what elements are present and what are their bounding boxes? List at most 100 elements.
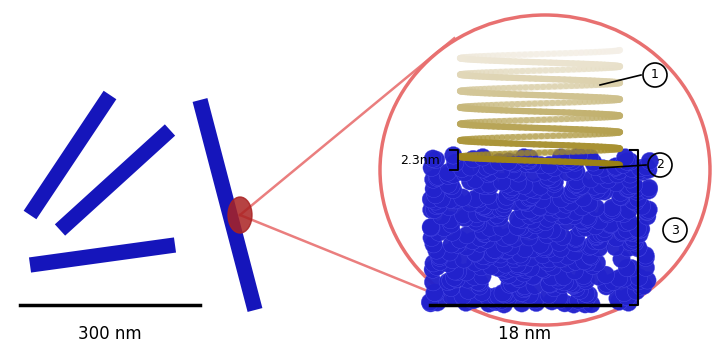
Circle shape [588,181,606,198]
Circle shape [630,273,647,290]
Circle shape [571,282,588,300]
Circle shape [519,152,536,169]
Circle shape [458,226,476,244]
Circle shape [500,266,518,283]
Circle shape [577,290,595,307]
Circle shape [588,254,606,271]
Circle shape [559,212,576,230]
Circle shape [620,294,637,311]
Circle shape [506,184,523,201]
Circle shape [478,231,495,248]
Circle shape [560,150,578,168]
Circle shape [455,251,472,268]
Circle shape [594,159,611,177]
Circle shape [566,176,584,193]
Circle shape [624,229,642,246]
Circle shape [622,233,639,251]
Circle shape [566,262,583,280]
Circle shape [499,289,517,307]
Circle shape [582,170,600,188]
Circle shape [551,234,568,251]
Circle shape [629,239,647,257]
Circle shape [427,284,445,302]
Circle shape [501,180,518,198]
Circle shape [590,232,608,250]
Circle shape [556,273,573,291]
Circle shape [474,198,492,215]
Circle shape [521,207,539,225]
Circle shape [467,213,485,230]
Circle shape [527,213,544,231]
Circle shape [491,208,508,226]
Circle shape [570,147,588,165]
Text: 2: 2 [656,158,664,171]
Circle shape [490,153,508,171]
Circle shape [588,199,605,217]
Circle shape [444,224,461,241]
Circle shape [510,165,528,182]
Circle shape [555,268,572,285]
Circle shape [475,177,493,195]
Circle shape [447,192,464,209]
Circle shape [618,259,636,277]
Circle shape [590,239,608,257]
Circle shape [504,162,522,179]
Circle shape [491,199,508,217]
Circle shape [480,165,497,183]
Circle shape [495,199,513,216]
Circle shape [628,282,645,300]
Circle shape [524,186,541,203]
Circle shape [459,282,477,300]
Circle shape [600,166,617,184]
Circle shape [485,192,502,210]
Circle shape [425,255,442,272]
Circle shape [546,180,564,198]
Circle shape [429,168,446,185]
Circle shape [629,221,647,239]
Circle shape [524,202,541,220]
Circle shape [542,268,560,286]
Circle shape [565,207,583,225]
Circle shape [577,285,595,302]
Circle shape [431,253,449,270]
Circle shape [587,158,604,176]
Circle shape [520,152,538,170]
Circle shape [636,247,654,264]
Circle shape [469,273,487,291]
Circle shape [428,294,446,311]
Circle shape [559,152,577,170]
Circle shape [625,176,643,194]
Circle shape [524,267,541,285]
Circle shape [638,158,655,176]
Circle shape [575,189,592,207]
Circle shape [641,152,659,170]
Circle shape [509,174,526,192]
Circle shape [577,272,595,290]
Circle shape [425,180,443,198]
Circle shape [486,241,503,258]
Circle shape [487,293,505,311]
Circle shape [582,248,600,266]
Circle shape [427,151,445,168]
Circle shape [527,216,544,234]
Circle shape [580,286,598,303]
Circle shape [439,167,456,185]
Circle shape [521,149,539,167]
Circle shape [534,260,551,277]
Circle shape [480,175,498,193]
Circle shape [467,210,485,227]
Circle shape [505,155,523,173]
Circle shape [559,163,576,181]
Circle shape [500,286,517,303]
Circle shape [523,249,540,266]
Circle shape [449,236,466,253]
Circle shape [521,188,539,206]
Circle shape [565,162,583,179]
Circle shape [495,289,512,307]
Circle shape [439,273,456,291]
Circle shape [480,295,498,312]
Circle shape [501,276,518,293]
Circle shape [538,226,556,244]
Circle shape [500,261,517,278]
Circle shape [472,176,490,193]
